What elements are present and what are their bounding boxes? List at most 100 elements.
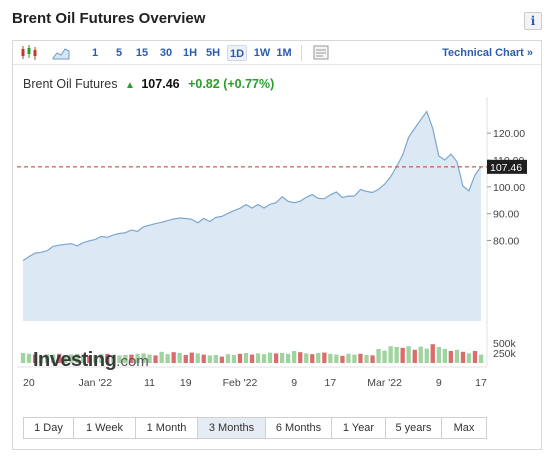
volume-bar xyxy=(424,348,429,363)
volume-bar xyxy=(267,352,273,363)
volume-bar xyxy=(213,355,218,363)
last-price: 107.46 xyxy=(141,77,180,91)
volume-bar xyxy=(225,354,231,363)
volume-bar xyxy=(316,353,321,363)
volume-bar xyxy=(352,354,357,363)
volume-bar xyxy=(430,344,435,363)
volume-bar xyxy=(274,353,279,363)
volume-bar xyxy=(286,353,291,363)
interval-5[interactable]: 5 xyxy=(115,47,123,59)
x-tick-label: 19 xyxy=(180,377,192,389)
volume-bar xyxy=(322,352,327,363)
y-tick-label: 100.00 xyxy=(493,182,525,194)
volume-bar xyxy=(436,347,441,363)
interval-1h[interactable]: 1H xyxy=(182,47,198,59)
volume-bar xyxy=(135,353,140,363)
instrument-name: Brent Oil Futures xyxy=(23,77,118,91)
page-title: Brent Oil Futures Overview xyxy=(12,10,206,27)
volume-bar xyxy=(346,353,351,363)
volume-bar xyxy=(370,355,375,363)
time-range-selector: 1 Day 1 Week 1 Month 3 Months 6 Months 1… xyxy=(23,417,487,439)
volume-bar xyxy=(255,353,261,363)
range-3-months[interactable]: 3 Months xyxy=(198,418,266,438)
volume-bar xyxy=(304,353,309,363)
volume-bar xyxy=(201,354,206,363)
volume-bar xyxy=(237,353,243,363)
volume-bar xyxy=(93,355,98,363)
indicators-icon[interactable] xyxy=(311,44,331,61)
volume-bar xyxy=(147,354,152,363)
technical-chart-link[interactable]: Technical Chart » xyxy=(442,47,533,59)
volume-bar xyxy=(280,353,285,363)
volume-bar xyxy=(153,355,158,363)
toolbar-divider xyxy=(301,45,302,61)
x-tick-label: 11 xyxy=(144,377,155,389)
price-change-percent: (+0.77%) xyxy=(223,77,275,91)
candlestick-chart-icon[interactable] xyxy=(19,44,39,61)
range-1-year[interactable]: 1 Year xyxy=(332,418,386,438)
range-1-week[interactable]: 1 Week xyxy=(74,418,136,438)
volume-bar xyxy=(243,353,249,363)
volume-bar xyxy=(141,353,146,363)
volume-bar xyxy=(472,351,478,363)
price-change: +0.82 xyxy=(188,77,220,91)
volume-tick-label: 250k xyxy=(493,348,517,360)
range-1-day[interactable]: 1 Day xyxy=(24,418,74,438)
volume-bar xyxy=(57,353,62,363)
volume-bar xyxy=(412,349,417,363)
interval-1m[interactable]: 1M xyxy=(276,47,292,59)
interval-30[interactable]: 30 xyxy=(159,47,173,59)
interval-1d[interactable]: 1D xyxy=(227,45,247,61)
quote-line: Brent Oil Futures ▲ 107.46 +0.82 (+0.77%… xyxy=(23,77,274,91)
price-chart[interactable]: 120.00110.00100.0090.0080.00107.46500k25… xyxy=(13,41,541,401)
x-tick-label: 9 xyxy=(291,377,297,389)
x-tick-label: 9 xyxy=(436,377,442,389)
price-area xyxy=(23,111,481,321)
volume-bar xyxy=(105,353,110,363)
range-max[interactable]: Max xyxy=(442,418,486,438)
volume-bar xyxy=(418,346,423,363)
range-5-years[interactable]: 5 years xyxy=(386,418,442,438)
interval-15[interactable]: 15 xyxy=(135,47,149,59)
volume-bar xyxy=(32,354,38,363)
volume-bar xyxy=(123,355,128,363)
up-arrow-icon: ▲ xyxy=(124,80,135,91)
range-6-months[interactable]: 6 Months xyxy=(266,418,332,438)
volume-bar xyxy=(20,353,26,363)
chart-panel: 1 5 15 30 1H 5H 1D 1W 1M Technical Chart… xyxy=(12,40,542,450)
volume-bar xyxy=(165,354,170,363)
volume-bar xyxy=(111,354,116,363)
x-tick-label: Feb '22 xyxy=(223,377,258,389)
volume-bar xyxy=(376,349,381,363)
volume-bar xyxy=(394,347,399,363)
volume-bar xyxy=(364,355,369,363)
interval-1w[interactable]: 1W xyxy=(253,47,271,59)
last-price-label: 107.46 xyxy=(490,162,522,174)
volume-bar xyxy=(177,353,182,363)
range-1-month[interactable]: 1 Month xyxy=(136,418,198,438)
area-chart-icon[interactable] xyxy=(51,44,71,61)
volume-bar xyxy=(63,355,68,363)
volume-bar xyxy=(159,351,164,363)
interval-5h[interactable]: 5H xyxy=(205,47,221,59)
volume-bar xyxy=(219,356,224,363)
volume-bar xyxy=(298,352,303,363)
last-price-label-box xyxy=(487,159,527,174)
chart-toolbar: 1 5 15 30 1H 5H 1D 1W 1M Technical Chart… xyxy=(13,41,541,65)
volume-bar xyxy=(448,351,453,363)
y-tick-label: 120.00 xyxy=(493,128,525,140)
x-tick-label: 20 xyxy=(23,377,35,389)
investing-watermark-logo: Investing.com xyxy=(33,349,149,371)
info-icon[interactable]: i xyxy=(524,12,542,30)
volume-bar xyxy=(117,355,122,363)
interval-1[interactable]: 1 xyxy=(91,47,99,59)
volume-bar xyxy=(69,354,74,363)
volume-bar xyxy=(400,347,405,363)
volume-bar xyxy=(26,353,32,363)
volume-bar xyxy=(195,353,200,363)
volume-bar xyxy=(340,355,345,363)
volume-bar xyxy=(51,354,56,363)
volume-bar xyxy=(454,349,460,363)
volume-bar xyxy=(38,355,44,363)
volume-bar xyxy=(478,354,484,363)
